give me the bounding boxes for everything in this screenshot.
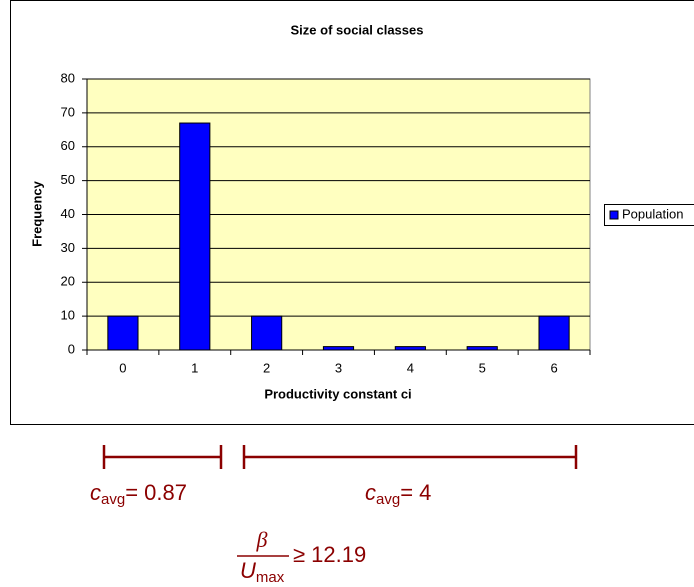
bar — [322, 346, 355, 351]
bar — [394, 346, 426, 351]
x-tick-label: 6 — [550, 360, 557, 375]
annotation: cavg= 4 — [365, 480, 431, 508]
y-axis-title: Frequency — [29, 180, 44, 247]
bar — [179, 122, 211, 351]
x-tick-label: 4 — [407, 360, 414, 375]
bar — [538, 315, 570, 351]
x-axis-title: Productivity constant ci — [264, 386, 411, 401]
formula-numerator: β — [256, 527, 268, 552]
legend — [604, 204, 694, 226]
y-tick-label: 20 — [61, 274, 75, 289]
y-tick-label: 80 — [61, 70, 75, 85]
y-tick-label: 10 — [61, 308, 75, 323]
legend-swatch — [609, 210, 619, 220]
y-tick-label: 30 — [61, 240, 75, 255]
x-tick-label: 3 — [335, 360, 342, 375]
y-tick-label: 70 — [61, 104, 75, 119]
x-tick-label: 1 — [191, 360, 198, 375]
y-tick-label: 40 — [61, 206, 75, 221]
brackets — [102, 445, 578, 469]
formula-relation: ≥ 12.19 — [293, 542, 366, 567]
chart-title: Size of social classes — [291, 22, 424, 37]
x-tick-label: 5 — [479, 360, 486, 375]
y-tick-label: 60 — [61, 138, 75, 153]
y-tick-label: 0 — [68, 341, 75, 356]
annotation: cavg= 0.87 — [90, 480, 187, 508]
legend-label: Population — [622, 206, 683, 221]
bar — [466, 346, 498, 351]
bar — [251, 315, 283, 351]
y-tick-label: 50 — [61, 172, 75, 187]
x-tick-label: 2 — [263, 360, 270, 375]
formula-denominator: Umax — [240, 558, 285, 586]
x-tick-label: 0 — [119, 360, 126, 375]
bar — [107, 315, 139, 351]
